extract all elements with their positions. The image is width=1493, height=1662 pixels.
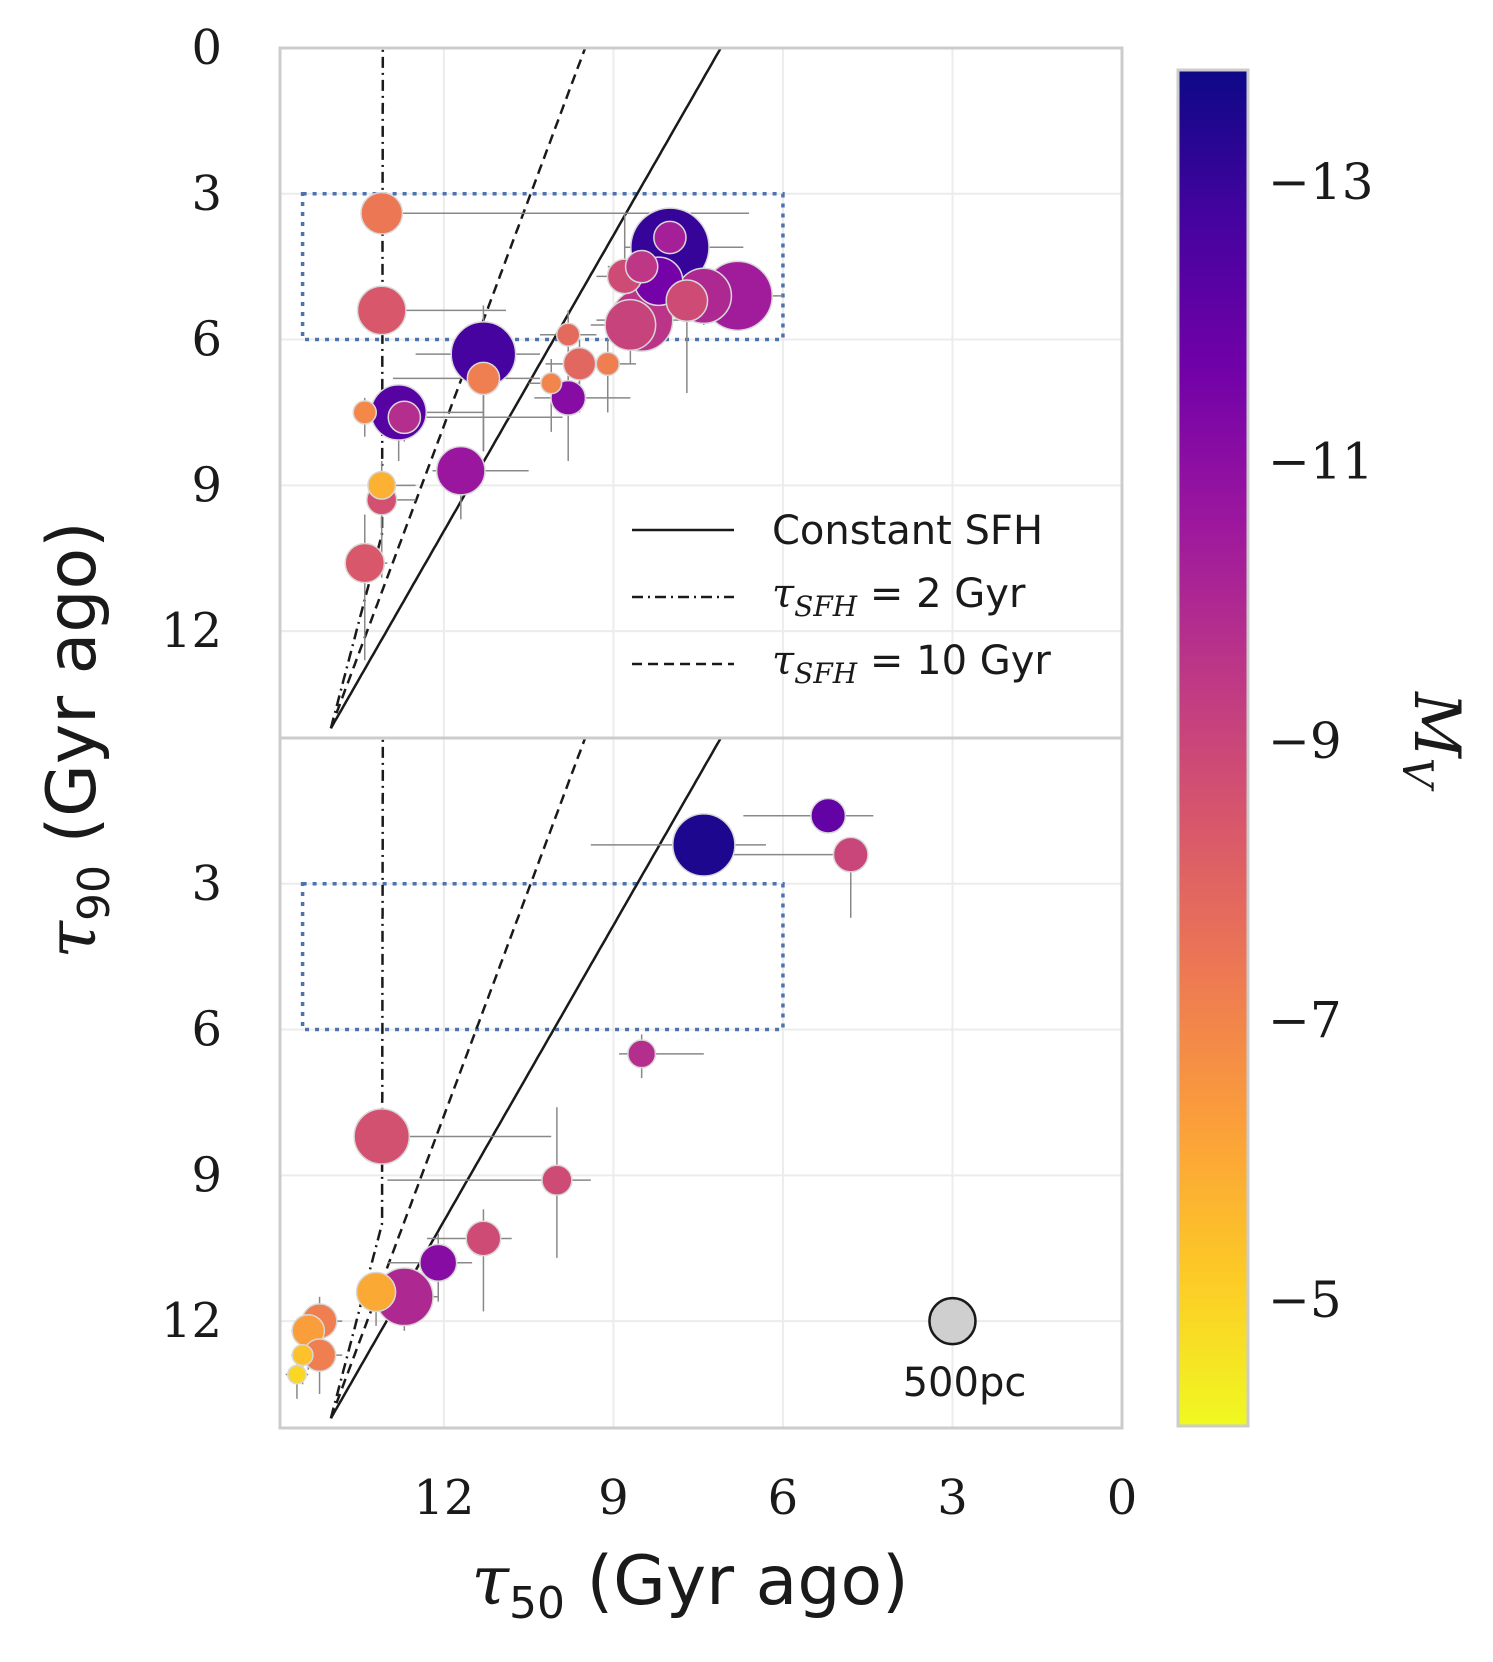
top-data-point [604, 298, 657, 352]
top-curve-constant-sfh [329, 48, 723, 729]
y-axis-label: τ90 (Gyr ago) [33, 521, 120, 958]
legend-sfh-subscript: SFH [794, 590, 858, 623]
y-axis-subscript: 90 [69, 865, 120, 921]
top-data-point [595, 351, 621, 377]
bottom-data-point [419, 1243, 458, 1282]
legend: Constant SFH τSFH = 2 Gyr τSFH = 10 Gyr [632, 508, 1051, 690]
top-box-region [300, 192, 785, 342]
bottom-data-point [291, 1344, 314, 1367]
bottom-panel: 3 6 9 12 500pc [161, 736, 1124, 1430]
legend-tau-symbol: τ [772, 638, 795, 684]
bottom-data-point [465, 1220, 502, 1257]
legend-value: = 10 Gyr [857, 638, 1051, 684]
legend-value: = 2 Gyr [857, 571, 1026, 617]
legend-sfh-subscript: SFH [794, 657, 858, 690]
top-grid [280, 48, 1122, 738]
legend-label-tau10: τSFH = 10 Gyr [772, 638, 1051, 690]
top-data-point [562, 346, 597, 381]
bottom-data-point [810, 797, 847, 834]
colorbar-label-subscript: V [1393, 758, 1442, 792]
x-tick-label: 9 [598, 1470, 629, 1526]
colorbar-tick-labels: −13 −11 −9 −7 −5 [1268, 153, 1374, 1329]
colorbar-tick-label: −13 [1268, 153, 1374, 211]
bottom-data-points [287, 797, 869, 1385]
bottom-y-tick-label: 6 [191, 1002, 222, 1058]
top-highlight-box [300, 192, 785, 342]
y-axis-symbol: τ [33, 920, 112, 959]
x-axis-subscript: 50 [509, 1578, 565, 1629]
bottom-data-point [832, 836, 869, 873]
bottom-y-tick-label: 12 [161, 1293, 222, 1349]
x-tick-label: 6 [768, 1470, 799, 1526]
colorbar-gradient [1178, 70, 1248, 1426]
bottom-curve-tau-10 [329, 738, 587, 1419]
x-axis-label: τ50 (Gyr ago) [471, 1542, 908, 1629]
colorbar-tick-label: −7 [1268, 992, 1342, 1050]
x-axis-text: (Gyr ago) [587, 1542, 909, 1621]
bottom-data-point [541, 1164, 573, 1196]
legend-label-tau2: τSFH = 2 Gyr [772, 571, 1026, 623]
top-data-point [466, 361, 501, 396]
bottom-data-point [353, 1108, 411, 1165]
top-data-point [352, 400, 378, 425]
top-data-point [356, 285, 407, 336]
top-panel-background [280, 48, 1122, 738]
legend-label-constant: Constant SFH [772, 508, 1043, 554]
top-data-points [344, 191, 773, 584]
top-data-point [555, 322, 581, 347]
bottom-data-point [287, 1364, 307, 1385]
bottom-data-point [672, 813, 736, 877]
bottom-data-point [627, 1039, 657, 1069]
top-data-point [653, 220, 687, 255]
bottom-data-point [355, 1271, 397, 1313]
top-data-point [540, 372, 563, 395]
x-tick-label: 12 [413, 1470, 474, 1526]
top-data-point [665, 279, 709, 323]
colorbar: −13 −11 −9 −7 −5 MV [1176, 68, 1473, 1428]
top-y-tick-labels: 0 3 6 9 12 [161, 20, 222, 659]
colorbar-frame [1176, 68, 1250, 1428]
colorbar-tick-label: −11 [1268, 432, 1374, 490]
top-data-point [624, 249, 659, 284]
bottom-y-tick-label: 9 [191, 1147, 222, 1203]
colorbar-tick-label: −5 [1268, 1271, 1342, 1329]
colorbar-label-symbol: M [1399, 691, 1473, 759]
legend-tau-symbol: τ [772, 571, 795, 617]
top-y-tick-label: 3 [191, 166, 222, 222]
x-axis-symbol: τ [471, 1542, 510, 1621]
bottom-y-tick-labels: 3 6 9 12 [161, 856, 222, 1349]
bottom-box-region [300, 882, 785, 1032]
top-curve-tau-2 [329, 48, 385, 729]
bottom-panel-frame [278, 736, 1124, 1430]
y-axis-text: (Gyr ago) [33, 521, 112, 843]
x-tick-label: 3 [937, 1470, 968, 1526]
size-reference-label: 500pc [903, 1360, 1027, 1406]
top-data-point [360, 191, 404, 235]
bottom-y-tick-label: 3 [191, 856, 222, 912]
colorbar-label: MV [1393, 691, 1473, 792]
bottom-highlight-box [300, 882, 785, 1032]
top-data-point [387, 400, 422, 435]
top-data-point [344, 542, 386, 584]
top-y-tick-label: 12 [161, 603, 222, 659]
x-tick-labels: 12 9 6 3 0 [413, 1470, 1137, 1526]
size-reference-circle [928, 1296, 977, 1346]
x-tick-label: 0 [1107, 1470, 1138, 1526]
top-y-tick-label: 0 [191, 20, 222, 76]
top-y-tick-label: 6 [191, 312, 222, 368]
colorbar-tick-label: −9 [1268, 712, 1342, 770]
top-y-tick-label: 9 [191, 457, 222, 513]
size-reference: 500pc [903, 1296, 1027, 1406]
top-data-point [367, 470, 397, 500]
top-data-point [435, 445, 486, 496]
